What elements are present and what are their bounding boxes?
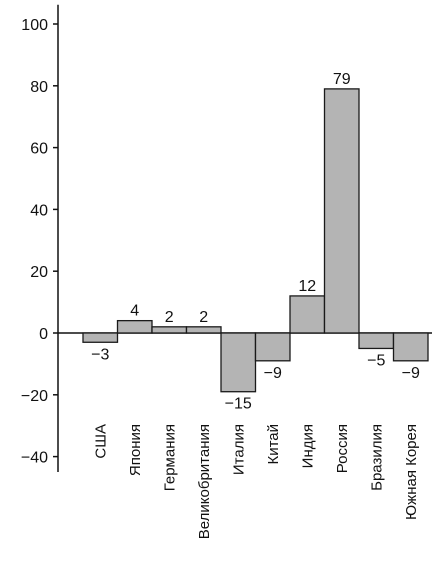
- bar: [220, 332, 257, 393]
- bar-value-label: −15: [225, 396, 252, 413]
- bar: [323, 88, 360, 334]
- bar: [289, 295, 326, 334]
- y-tick-label: 100: [21, 17, 48, 34]
- category-label: Южная Корея: [403, 424, 420, 520]
- bar: [358, 332, 395, 350]
- bar-value-label: −9: [264, 365, 282, 382]
- bar-value-label: 79: [333, 71, 351, 88]
- bar-value-label: −3: [91, 346, 109, 363]
- y-tick-label: 0: [39, 326, 48, 343]
- category-label: Бразилия: [368, 424, 385, 491]
- y-tick-label: 40: [30, 202, 48, 219]
- bars-layer: [82, 88, 429, 393]
- bar: [392, 332, 429, 362]
- category-label: Италия: [230, 424, 247, 475]
- y-tick-label: −20: [21, 388, 48, 405]
- bar-value-label: 2: [199, 309, 208, 326]
- bar-value-label: 12: [298, 278, 316, 295]
- bar: [185, 326, 222, 334]
- category-label: Великобритания: [196, 424, 213, 539]
- y-tick-label: 60: [30, 141, 48, 158]
- y-tick-label: 80: [30, 79, 48, 96]
- category-label: США: [92, 424, 109, 459]
- y-tick-label: 20: [30, 264, 48, 281]
- bar: [254, 332, 291, 362]
- labels-layer: −3 США 4 Япония 2 Германия 2 Великобритания −15 И…: [91, 71, 420, 539]
- bar-value-label: −5: [367, 352, 385, 369]
- category-label: Япония: [127, 424, 144, 476]
- bar: [151, 326, 188, 334]
- bar: [82, 332, 119, 343]
- category-label: Китай: [265, 424, 282, 465]
- bar: [116, 319, 153, 334]
- category-label: Россия: [334, 424, 351, 473]
- bar-value-label: 2: [165, 309, 174, 326]
- bar-value-label: −9: [402, 365, 420, 382]
- bar-value-label: 4: [130, 303, 139, 320]
- y-tick-label: −40: [21, 450, 48, 467]
- category-label: Индия: [299, 424, 316, 468]
- category-label: Германия: [161, 424, 178, 491]
